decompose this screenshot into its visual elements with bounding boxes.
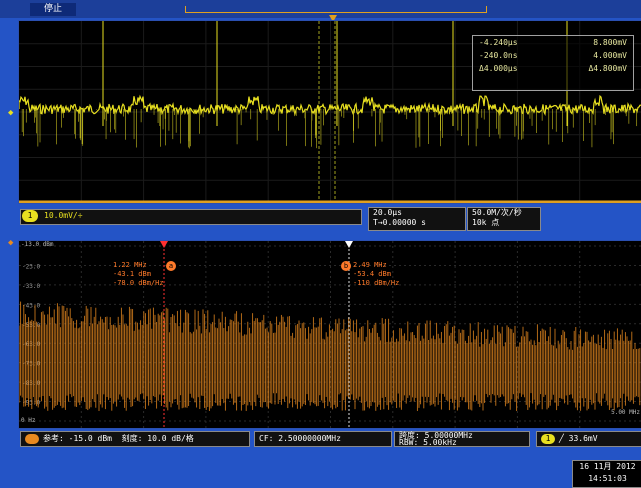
date: 16 11月 2012 — [579, 462, 636, 471]
channel-indicator-icon[interactable]: ◆ — [8, 108, 14, 118]
cursor1-time: -4.240µs — [479, 38, 518, 47]
time: 14:51:03 — [588, 474, 627, 483]
spectrum-settings[interactable]: 参考: -15.0 dBm 刻度: 10.0 dB/格 — [20, 431, 250, 447]
trigger-channel: 1 — [541, 434, 555, 444]
timebase-per-div: 20.0µs — [373, 208, 402, 217]
spectrum-channel-icon — [25, 434, 39, 444]
vertical-scale: 刻度: 10.0 dB/格 — [121, 434, 194, 443]
cursor-readout: -4.240µs 8.800mV -240.0ns 4.000mV Δ4.000µs… — [472, 35, 634, 91]
frequency-domain-display[interactable]: -23.0 -33.0 -43.0 -53.0 -63.0 -73.0 -83.0 -93.0… — [18, 240, 641, 429]
marker-b-readout: 2.49 MHz -53.4 dBm -110 dBm/Hz — [353, 261, 400, 287]
level-label: -23.0 — [22, 263, 40, 270]
ch1-trace — [18, 94, 641, 116]
spectrum-trace: -23.0 -33.0 -43.0 -53.0 -63.0 -73.0 -83.0 -93.0 — [18, 241, 641, 428]
level-label: -73.0 — [22, 361, 40, 368]
ch1-number: 1 — [22, 210, 38, 222]
bottom-status-bar: 参考: -15.0 dBm 刻度: 10.0 dB/格 CF: 2.500000… — [20, 431, 641, 447]
cursor1-volt: 8.800mV — [593, 38, 627, 47]
acquisition-box[interactable]: 50.0M/次/秒 10k 点 — [467, 207, 541, 231]
rbw: RBW: 5.00kHz — [399, 438, 457, 447]
ref-level-label: -13.0 dBm — [21, 241, 54, 248]
cursor2-time: -240.0ns — [479, 51, 518, 60]
time-domain-display[interactable]: -4.240µs 8.800mV -240.0ns 4.000mV Δ4.000µs… — [18, 20, 641, 204]
record-length: 10k 点 — [472, 218, 500, 227]
level-label: -43.0 — [22, 302, 40, 309]
right-frequency-label: 5.00 MHz — [611, 409, 640, 416]
level-label: -53.0 — [22, 322, 40, 329]
cursor-delta-volt: Δ4.800mV — [588, 64, 627, 73]
trigger-level: 33.6mV — [568, 434, 598, 443]
marker-a-pointer — [160, 241, 168, 248]
marker-a-readout: 1.22 MHz -43.1 dBm -78.0 dBm/Hz — [113, 261, 164, 287]
ch1-scale: 10.0mV/÷ — [44, 211, 83, 220]
level-label: -93.0 — [22, 400, 40, 407]
sample-rate: 50.0M/次/秒 — [472, 208, 522, 217]
cursor-a-icon[interactable]: a — [166, 261, 176, 271]
trigger-marker-icon[interactable] — [329, 8, 337, 22]
ch1-info-bar[interactable] — [20, 209, 362, 225]
run-status-badge[interactable]: 停止 — [30, 3, 76, 16]
center-frequency[interactable]: CF: 2.50000000MHz — [254, 431, 392, 447]
trigger-slope-icon: ╱ — [559, 434, 564, 443]
span-rbw-box[interactable]: 跨度: 5.00000MHz RBW: 5.00kHz — [394, 431, 530, 447]
date-time: 16 11月 2012 14:51:03 — [572, 460, 641, 488]
status-bar — [0, 0, 641, 18]
left-frequency-label: 0 Hz — [21, 417, 36, 424]
trigger-readout[interactable]: 1 ╱ 33.6mV — [536, 431, 641, 447]
timebase-position: T→0.00000 s — [373, 218, 426, 227]
ref-level: 参考: -15.0 dBm — [43, 434, 112, 443]
cursor-delta-time: Δ4.000µs — [479, 64, 518, 73]
level-label: -63.0 — [22, 341, 40, 348]
span: 跨度: 5.00000MHz — [399, 431, 473, 440]
level-label: -83.0 — [22, 380, 40, 387]
cursor-b-icon[interactable]: b — [341, 261, 351, 271]
marker-b-pointer — [345, 241, 353, 248]
trigger-position-bar — [185, 6, 487, 13]
timebase-box[interactable]: 20.0µs T→0.00000 s — [368, 207, 466, 231]
level-label: -33.0 — [22, 283, 40, 290]
math-channel-indicator-icon[interactable]: ◆ — [8, 238, 14, 248]
cursor2-volt: 4.000mV — [593, 51, 627, 60]
